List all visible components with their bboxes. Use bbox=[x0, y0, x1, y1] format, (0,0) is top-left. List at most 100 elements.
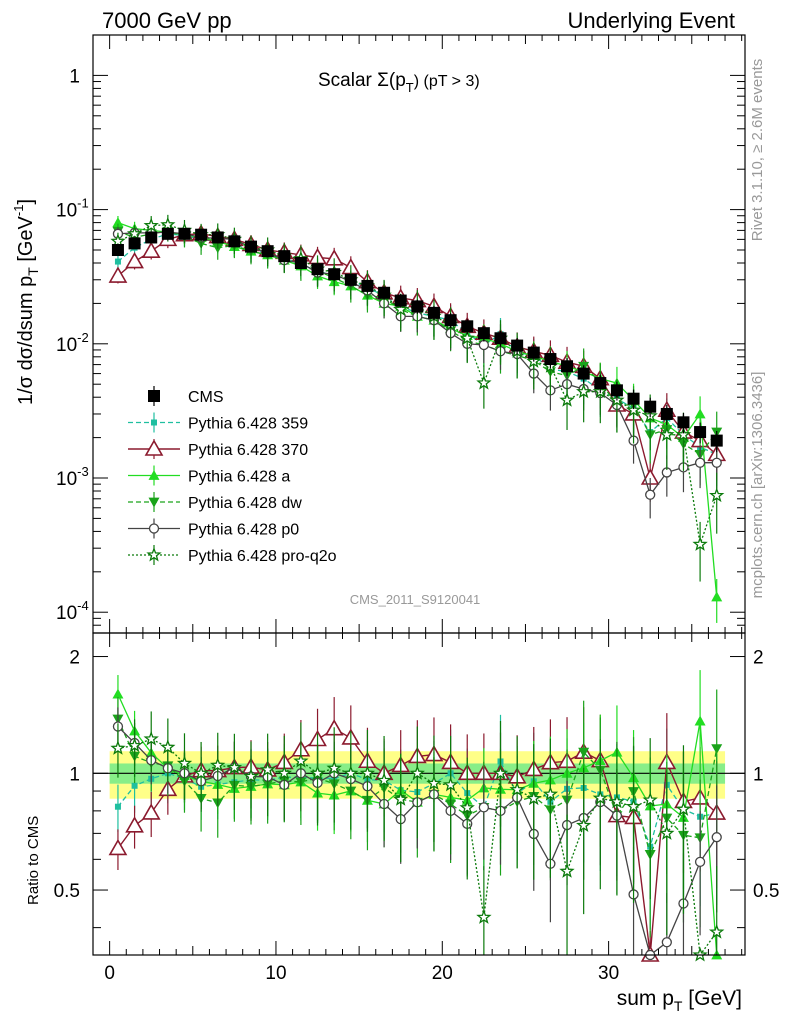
data-point bbox=[711, 457, 722, 468]
data-point bbox=[644, 400, 657, 413]
ratio-point bbox=[110, 740, 126, 755]
ratio-point bbox=[492, 765, 509, 780]
data-point bbox=[328, 268, 341, 281]
data-point bbox=[245, 240, 258, 253]
upper-panel-series bbox=[108, 214, 727, 623]
ratio-point bbox=[592, 790, 608, 805]
data-point bbox=[228, 235, 241, 248]
legend-label: CMS bbox=[188, 389, 224, 406]
series-p370 bbox=[108, 224, 727, 502]
mcplots-label: mcplots.cern.ch [arXiv:1306.3436] bbox=[749, 372, 766, 599]
x-axis-label: sum pT [GeV] bbox=[617, 987, 742, 1014]
data-point bbox=[675, 426, 692, 442]
data-point bbox=[344, 273, 357, 286]
lower-tick-labels: 2 2 1 1 0.5 0.5 bbox=[54, 648, 780, 903]
ratio-point bbox=[193, 765, 209, 780]
ratio-point bbox=[442, 776, 459, 792]
data-point bbox=[394, 294, 407, 307]
axes-frame bbox=[92, 34, 746, 956]
x-tick-labels: 0 10 20 30 bbox=[104, 963, 619, 984]
ratio-point bbox=[459, 799, 475, 815]
series-cms bbox=[111, 227, 723, 453]
ratio-point bbox=[711, 744, 723, 755]
ratio-point bbox=[476, 909, 492, 924]
data-point bbox=[511, 339, 524, 352]
y-tick-label: 10-1 bbox=[56, 196, 89, 222]
ratio-point bbox=[243, 768, 259, 783]
data-point bbox=[594, 377, 607, 390]
legend-label: Pythia 6.428 370 bbox=[188, 442, 308, 459]
ratio-tick-label-right: 2 bbox=[753, 648, 764, 669]
ratio-series-pq2o bbox=[110, 711, 725, 962]
ratio-point bbox=[609, 793, 625, 809]
ratio-point bbox=[509, 781, 525, 797]
data-point bbox=[478, 339, 490, 351]
ratio-point bbox=[160, 739, 176, 754]
ratio-point bbox=[625, 798, 642, 814]
y-tick-label: 1 bbox=[69, 66, 80, 87]
data-point bbox=[110, 233, 126, 248]
ratio-panel-series bbox=[108, 670, 727, 962]
ratio-tick-label: 1 bbox=[69, 764, 80, 785]
ratio-point bbox=[309, 765, 326, 780]
ratio-point bbox=[659, 825, 675, 840]
data-point bbox=[476, 375, 492, 390]
data-point bbox=[178, 227, 191, 240]
ratio-point bbox=[141, 803, 161, 820]
data-point bbox=[711, 591, 723, 602]
data-point bbox=[708, 487, 725, 503]
data-point bbox=[527, 346, 540, 359]
data-point bbox=[577, 367, 590, 380]
ratio-point bbox=[343, 765, 359, 780]
data-point bbox=[677, 416, 690, 429]
y-axis-label-upper: 1/σ dσ/dsum pT [GeV-1] bbox=[11, 199, 41, 405]
data-point bbox=[660, 407, 673, 420]
ratio-point bbox=[293, 753, 309, 768]
data-point bbox=[427, 306, 440, 319]
legend-marker bbox=[148, 497, 160, 508]
data-point bbox=[576, 383, 592, 399]
data-point bbox=[278, 250, 291, 263]
ratio-point bbox=[711, 832, 722, 843]
y-tick-label: 10-2 bbox=[56, 330, 89, 356]
ratio-point bbox=[393, 791, 409, 806]
legend-marker bbox=[148, 390, 160, 402]
data-point bbox=[411, 300, 424, 313]
ratio-point bbox=[478, 802, 490, 813]
legend-marker bbox=[148, 470, 160, 480]
ratio-point bbox=[576, 817, 592, 833]
legend-marker bbox=[146, 546, 162, 562]
ratio-point bbox=[578, 747, 590, 758]
data-point bbox=[195, 228, 208, 241]
data-point bbox=[459, 330, 475, 345]
ratio-point bbox=[108, 838, 128, 856]
ratio-point bbox=[326, 760, 342, 775]
legend-label: Pythia 6.428 p0 bbox=[188, 522, 299, 539]
data-point bbox=[294, 257, 307, 270]
header-left: 7000 GeV pp bbox=[102, 8, 232, 33]
legend-marker bbox=[151, 419, 157, 426]
upper-tick-labels: 1 10-1 10-2 10-3 10-4 bbox=[56, 66, 89, 624]
x-tick-label: 10 bbox=[265, 963, 286, 984]
ratio-point bbox=[112, 688, 124, 699]
data-point bbox=[461, 320, 474, 333]
ratio-point bbox=[675, 801, 692, 816]
ratio-point bbox=[694, 715, 706, 726]
data-point bbox=[161, 227, 174, 240]
ratio-point bbox=[259, 761, 276, 777]
ratio-point bbox=[376, 772, 392, 788]
data-point bbox=[710, 434, 723, 447]
ratio-tick-label-right: 1 bbox=[753, 764, 764, 785]
ratio-point bbox=[226, 759, 243, 775]
ratio-point bbox=[409, 765, 425, 780]
data-point bbox=[125, 251, 144, 269]
ratio-point bbox=[559, 863, 575, 878]
data-point bbox=[378, 286, 391, 299]
data-point bbox=[211, 231, 224, 244]
legend-label: Pythia 6.428 dw bbox=[188, 495, 302, 512]
data-point bbox=[544, 353, 557, 366]
legend-label: Pythia 6.428 pro-q2o bbox=[188, 548, 337, 565]
data-point bbox=[627, 392, 640, 405]
